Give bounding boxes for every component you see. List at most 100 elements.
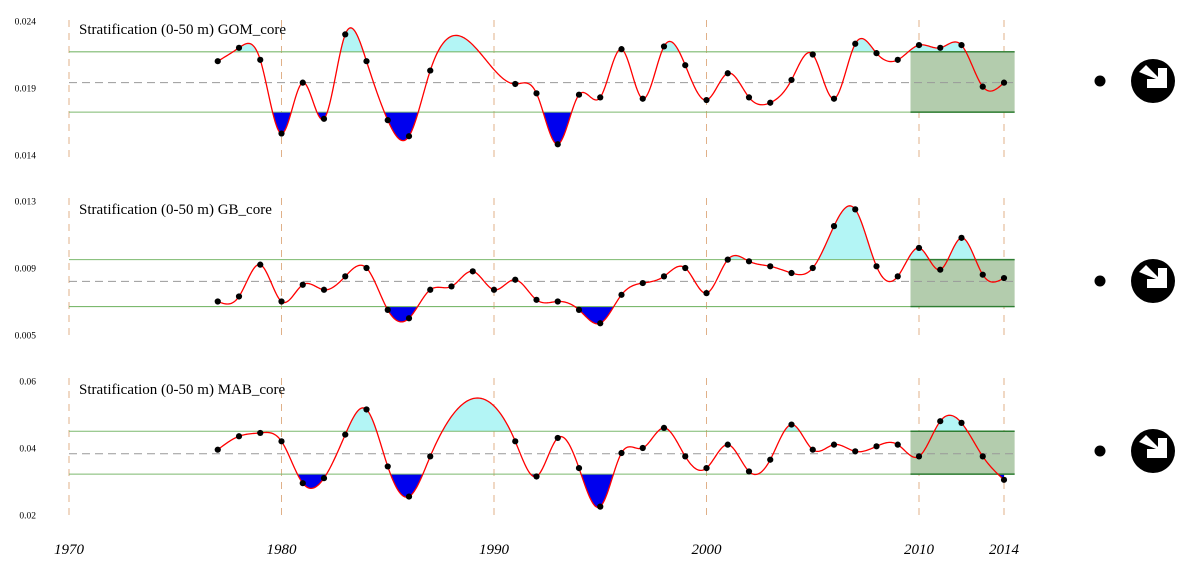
x-tick-label: 2014	[989, 542, 1020, 558]
data-point	[937, 418, 944, 425]
dot-icon	[1094, 75, 1106, 87]
data-point	[384, 306, 391, 313]
y-tick-label: 0.04	[19, 445, 36, 455]
above-sd-fill	[443, 398, 510, 432]
data-point	[937, 266, 944, 273]
data-point	[512, 438, 519, 445]
above-sd-fill	[438, 35, 480, 52]
data-point	[767, 99, 774, 106]
above-sd-fill	[908, 247, 929, 260]
data-point	[1000, 79, 1008, 86]
data-point	[427, 453, 434, 460]
data-point	[278, 298, 285, 305]
data-point	[852, 206, 859, 213]
data-point	[894, 56, 901, 63]
data-point	[682, 453, 689, 460]
data-point	[363, 58, 370, 65]
data-point	[873, 443, 880, 450]
data-point	[278, 130, 285, 137]
data-point	[235, 293, 243, 300]
data-point	[448, 283, 455, 290]
data-point	[660, 273, 668, 280]
data-point	[682, 264, 689, 272]
data-point	[915, 42, 923, 49]
arrow-shape	[1139, 435, 1167, 458]
data-point	[618, 291, 625, 298]
data-point	[405, 493, 413, 500]
down-right-arrow-icon	[1131, 429, 1175, 473]
recent-years-box	[910, 51, 1015, 113]
data-point	[958, 419, 965, 426]
data-point	[788, 76, 795, 84]
data-point	[618, 46, 625, 53]
data-point	[873, 50, 880, 57]
arrow-shape	[1139, 65, 1167, 88]
data-point	[745, 94, 753, 101]
data-point	[597, 503, 604, 510]
above-sd-fill	[934, 415, 967, 432]
data-point	[257, 429, 264, 437]
data-point	[809, 51, 816, 58]
dot-icon	[1094, 275, 1106, 287]
down-right-arrow-icon	[1131, 59, 1175, 103]
data-point	[512, 276, 519, 283]
x-tick-label: 1970	[54, 542, 85, 558]
below-sd-fill	[543, 112, 572, 145]
data-point	[809, 264, 816, 272]
data-point	[830, 223, 838, 230]
data-point	[745, 258, 753, 265]
data-point	[299, 480, 306, 487]
data-point	[703, 465, 710, 472]
data-point	[554, 141, 561, 148]
data-point	[405, 315, 413, 322]
y-tick-label: 0.019	[15, 85, 37, 95]
data-point	[257, 56, 264, 63]
data-point	[363, 264, 370, 272]
arrow-shape	[1139, 265, 1167, 288]
data-point	[554, 434, 561, 442]
data-point	[660, 43, 668, 50]
data-point	[894, 273, 901, 280]
data-point	[342, 31, 349, 38]
data-point	[618, 449, 625, 457]
recent-years-box	[910, 431, 1015, 475]
data-point	[405, 133, 413, 140]
data-point	[915, 453, 923, 460]
data-point	[958, 234, 965, 241]
data-point	[342, 273, 349, 280]
data-point	[1000, 274, 1008, 282]
y-tick-label: 0.005	[15, 332, 37, 342]
panel-title: Stratification (0-50 m) GOM_core	[79, 22, 286, 38]
data-point	[830, 441, 838, 448]
down-right-arrow-icon	[1131, 259, 1175, 303]
data-point	[703, 290, 710, 297]
data-point	[597, 94, 604, 101]
data-point	[257, 261, 264, 268]
data-point	[639, 279, 646, 287]
panel-title: Stratification (0-50 m) MAB_core	[79, 382, 286, 398]
below-sd-fill	[574, 306, 613, 324]
data-point	[852, 40, 859, 47]
data-point	[703, 96, 710, 104]
panel-3: 0.02 0.04 0.06 Stratification (0-50 m) MAB_…	[19, 378, 1175, 522]
data-point	[809, 446, 816, 453]
data-point	[469, 268, 476, 275]
series-line	[217, 205, 1005, 325]
data-point	[660, 424, 668, 431]
data-point	[979, 453, 986, 460]
data-point	[894, 441, 901, 448]
series-line	[217, 397, 1005, 509]
y-tick-label: 0.024	[15, 18, 37, 28]
x-tick-label: 1990	[479, 542, 510, 558]
data-point	[639, 444, 646, 452]
y-tick-label: 0.06	[19, 378, 36, 388]
x-tick-label: 1980	[267, 542, 298, 558]
recent-years-box	[910, 259, 1015, 307]
y-tick-label: 0.013	[15, 198, 37, 208]
data-point	[427, 67, 434, 74]
dot-icon	[1094, 445, 1106, 457]
data-point	[320, 475, 328, 482]
data-point	[575, 465, 583, 472]
data-point	[512, 80, 519, 88]
data-point	[299, 281, 306, 288]
